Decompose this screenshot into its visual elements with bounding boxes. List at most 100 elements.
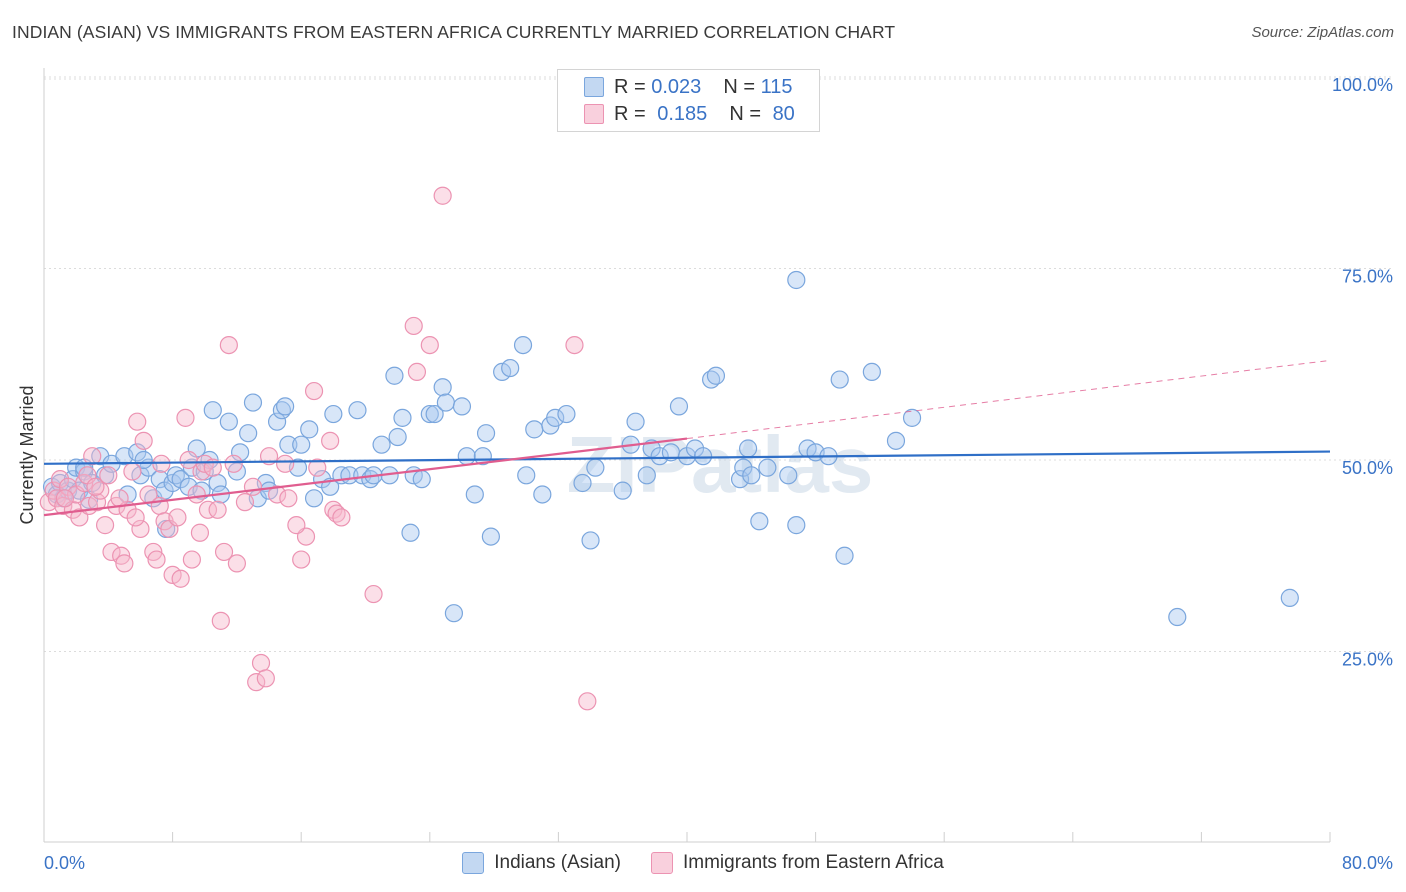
- data-point: [308, 458, 327, 477]
- data-point: [650, 447, 669, 466]
- legend-item-eastern-africa[interactable]: Immigrants from Eastern Africa: [650, 852, 944, 874]
- legend-row-indians: R = 0.023 N = 115: [584, 74, 792, 100]
- data-point: [436, 393, 455, 412]
- data-point: [476, 424, 496, 443]
- data-point: [481, 527, 500, 546]
- data-point: [267, 485, 287, 504]
- trend-line-extension: [686, 359, 1331, 440]
- legend-item-indians[interactable]: Indians (Asian): [462, 852, 621, 874]
- data-point: [54, 496, 73, 516]
- legend-n-value: 80: [772, 102, 795, 125]
- data-point: [835, 546, 854, 565]
- data-point: [457, 447, 476, 466]
- y-axis-title: Currently Married: [17, 385, 37, 524]
- data-point: [407, 362, 427, 382]
- data-point: [115, 554, 134, 573]
- data-point: [332, 508, 351, 527]
- data-point: [385, 366, 404, 385]
- data-point: [55, 489, 74, 508]
- data-point: [578, 692, 597, 711]
- data-point: [573, 473, 592, 493]
- data-point: [626, 412, 645, 431]
- data-point: [465, 485, 484, 504]
- data-point: [251, 653, 271, 673]
- data-point: [171, 569, 190, 588]
- data-point: [187, 485, 206, 504]
- data-point: [404, 316, 423, 336]
- data-point: [279, 435, 298, 454]
- legend-row-eastern-africa: R = 0.185 N = 80: [584, 101, 795, 127]
- data-point: [525, 420, 544, 439]
- data-point: [219, 412, 238, 431]
- data-point: [203, 458, 222, 477]
- data-point: [348, 401, 367, 420]
- data-point: [182, 550, 201, 569]
- data-point: [126, 508, 145, 527]
- legend-swatch-blue: [584, 77, 604, 97]
- data-point: [420, 404, 439, 424]
- data-point: [393, 408, 412, 427]
- data-point: [706, 366, 726, 385]
- data-point: [190, 523, 210, 542]
- data-point: [231, 443, 250, 462]
- data-point: [123, 462, 142, 481]
- data-point: [287, 516, 306, 535]
- legend-r-label: R =: [614, 102, 652, 125]
- data-point: [758, 458, 777, 477]
- legend-label: Immigrants from Eastern Africa: [682, 852, 944, 873]
- data-point: [211, 611, 230, 630]
- data-point: [256, 669, 275, 688]
- data-point: [304, 381, 324, 401]
- legend-label: Indians (Asian): [494, 852, 621, 873]
- data-point: [779, 466, 798, 485]
- data-point: [862, 362, 881, 382]
- data-point: [364, 584, 383, 604]
- data-point: [243, 477, 263, 496]
- data-point: [830, 370, 849, 389]
- data-point: [110, 489, 129, 508]
- data-point: [259, 447, 279, 466]
- data-point: [433, 378, 452, 397]
- data-point: [198, 500, 218, 519]
- grid-layer: [44, 76, 1392, 652]
- series-legend: Indians (Asian) Immigrants from Eastern …: [0, 852, 1406, 874]
- legend-n-label: N =: [723, 75, 761, 98]
- legend-swatch-blue: [462, 852, 485, 874]
- data-point: [388, 427, 407, 447]
- data-point: [279, 489, 298, 508]
- data-point: [102, 542, 121, 562]
- data-point: [565, 336, 584, 355]
- data-point: [324, 404, 343, 424]
- data-point: [239, 424, 258, 443]
- data-point: [557, 404, 576, 424]
- data-point: [87, 493, 107, 512]
- x-tick-label: 80.0%: [1342, 853, 1393, 873]
- data-point: [613, 481, 632, 500]
- data-point: [176, 408, 195, 427]
- data-point: [292, 550, 311, 569]
- data-point: [513, 336, 533, 355]
- data-point: [1168, 607, 1187, 627]
- data-point: [433, 186, 452, 205]
- data-point: [134, 431, 153, 450]
- data-point: [444, 604, 464, 623]
- data-point: [730, 470, 750, 489]
- data-point: [83, 447, 102, 466]
- data-point: [134, 450, 153, 470]
- data-point: [276, 454, 295, 473]
- data-point: [128, 412, 147, 431]
- data-point: [637, 466, 656, 485]
- data-point: [420, 336, 439, 355]
- data-point: [693, 447, 713, 466]
- legend-n-label: N =: [729, 102, 767, 125]
- data-point: [902, 408, 922, 427]
- chart-title: INDIAN (ASIAN) VS IMMIGRANTS FROM EASTER…: [12, 22, 896, 42]
- data-point: [886, 431, 906, 450]
- data-point: [533, 485, 552, 504]
- y-tick-label: 75.0%: [1342, 267, 1393, 287]
- data-point: [1280, 588, 1299, 607]
- series-indians: [42, 270, 1299, 627]
- data-point: [99, 466, 118, 485]
- data-point: [168, 508, 187, 527]
